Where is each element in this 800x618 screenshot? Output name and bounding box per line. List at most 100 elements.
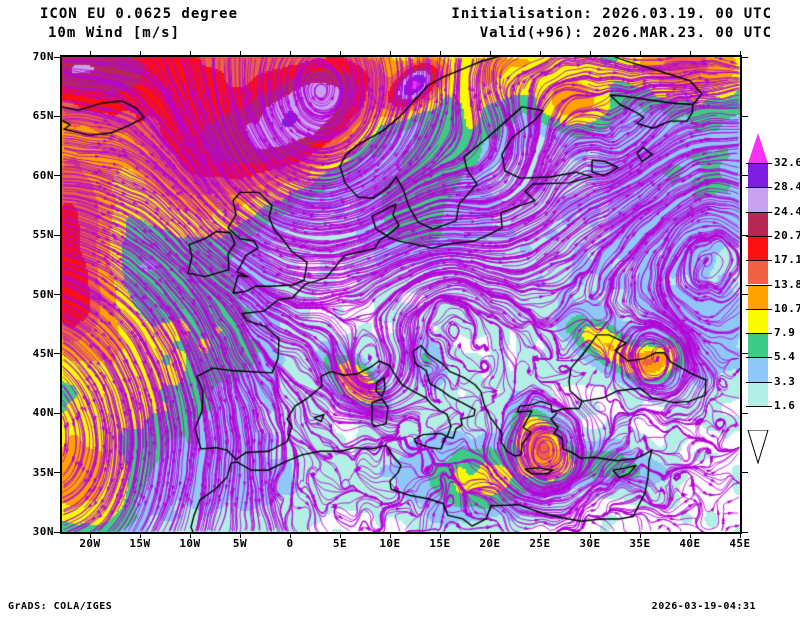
lat-tick-right [742,353,748,355]
lon-axis-label: 45E [729,537,751,550]
lon-tick-bottom [189,532,191,538]
colorbar-segment [748,163,768,188]
colorbar-segment [748,284,768,309]
lat-tick-left [54,412,60,414]
colorbar-segment [748,333,768,358]
colorbar-tick [746,260,772,262]
colorbar-segment [748,308,768,334]
lat-tick-left [54,56,60,58]
lat-axis-label: 55N [32,228,54,242]
colorbar-label: 5.4 [774,350,796,364]
lon-axis-label: 20W [79,537,101,550]
lat-tick-right [742,294,748,295]
lat-axis-label: 40N [32,406,54,420]
lon-axis-label: 0 [286,537,294,550]
lon-tick-bottom [489,532,491,538]
lon-axis-label: 20E [479,537,501,550]
lat-tick-left [54,234,60,236]
lon-axis-label: 35E [629,537,651,550]
lon-tick-bottom [589,532,591,538]
colorbar-label: 17.1 [774,253,800,267]
lon-tick-top [739,51,741,57]
lat-tick-left [54,353,60,355]
colorbar-tick [746,333,772,335]
lon-tick-bottom [539,532,541,538]
colorbar-label: 20.7 [774,228,800,242]
lon-tick-top [239,51,241,57]
lon-tick-bottom [289,532,291,538]
lat-tick-right [742,412,748,414]
lon-tick-bottom [639,532,641,538]
colorbar-label: 24.4 [774,204,800,218]
lat-tick-right [742,115,748,117]
colorbar-tick [746,357,772,359]
colorbar-tick [746,211,772,213]
lat-tick-right [742,56,748,58]
lon-tick-bottom [439,532,441,538]
lon-tick-top [189,51,191,57]
colorbar-arrow-bottom [747,430,769,465]
lon-tick-bottom [339,532,341,538]
lat-axis-label: 30N [32,525,54,538]
colorbar-tick [746,187,772,189]
lon-tick-bottom [389,532,391,538]
colorbar-segment [748,357,768,382]
lon-tick-top [339,51,341,57]
colorbar-label: 7.9 [774,326,796,340]
lon-axis-label: 10E [379,537,401,550]
lat-axis-label: 65N [32,109,54,123]
lon-tick-top [539,51,541,57]
colorbar-arrow-top [748,133,768,163]
lon-tick-top [589,51,591,57]
title-init-time: Initialisation: 2026.03.19. 00 UTC [451,6,772,22]
lon-tick-top [439,51,441,57]
lat-tick-right [742,472,748,474]
colorbar-tick [746,284,772,286]
map-canvas [62,57,740,532]
lat-axis-label: 45N [32,346,54,360]
colorbar-label: 10.7 [774,301,800,315]
footer-grads-credit: GrADS: COLA/IGES [8,601,113,612]
title-valid-time: Valid(+96): 2026.MAR.23. 00 UTC [479,25,772,41]
lon-axis-label: 15E [429,537,451,550]
lon-axis-label: 40E [679,537,701,550]
lat-tick-left [54,294,60,295]
lon-axis-label: 25E [529,537,551,550]
colorbar-segment [748,211,768,236]
lat-axis-label: 35N [32,465,54,479]
lat-tick-right [742,234,748,236]
title-model: ICON EU 0.0625 degree [40,6,239,22]
lon-axis-label: 30E [579,537,601,550]
footer-timestamp: 2026-03-19-04:31 [651,601,756,612]
lat-tick-left [54,115,60,117]
lon-tick-top [389,51,391,57]
colorbar-segment [748,381,768,406]
lon-axis-label: 15W [129,537,151,550]
lat-axis-label: 60N [32,168,54,182]
lat-tick-left [54,531,60,533]
colorbar-tick [746,381,772,383]
lon-axis-label: 5E [332,537,348,550]
colorbar-label: 1.6 [774,399,796,412]
map-frame [60,55,742,534]
colorbar-segment [748,235,768,261]
lat-axis-label: 70N [32,50,54,63]
lon-tick-top [89,51,91,57]
lon-tick-top [689,51,691,57]
lon-tick-top [639,51,641,57]
lon-tick-bottom [89,532,91,538]
colorbar-segment [748,187,768,212]
lat-tick-left [54,472,60,474]
colorbar-tick [746,308,772,310]
colorbar-tick [746,235,772,237]
lon-tick-top [289,51,291,57]
lat-tick-right [742,175,748,177]
lon-tick-bottom [689,532,691,538]
lon-axis-label: 10W [179,537,201,550]
lon-tick-top [489,51,491,57]
colorbar-label: 32.6 [774,156,800,169]
lon-tick-bottom [739,532,741,538]
colorbar-label: 13.8 [774,277,800,291]
lon-tick-bottom [139,532,141,538]
